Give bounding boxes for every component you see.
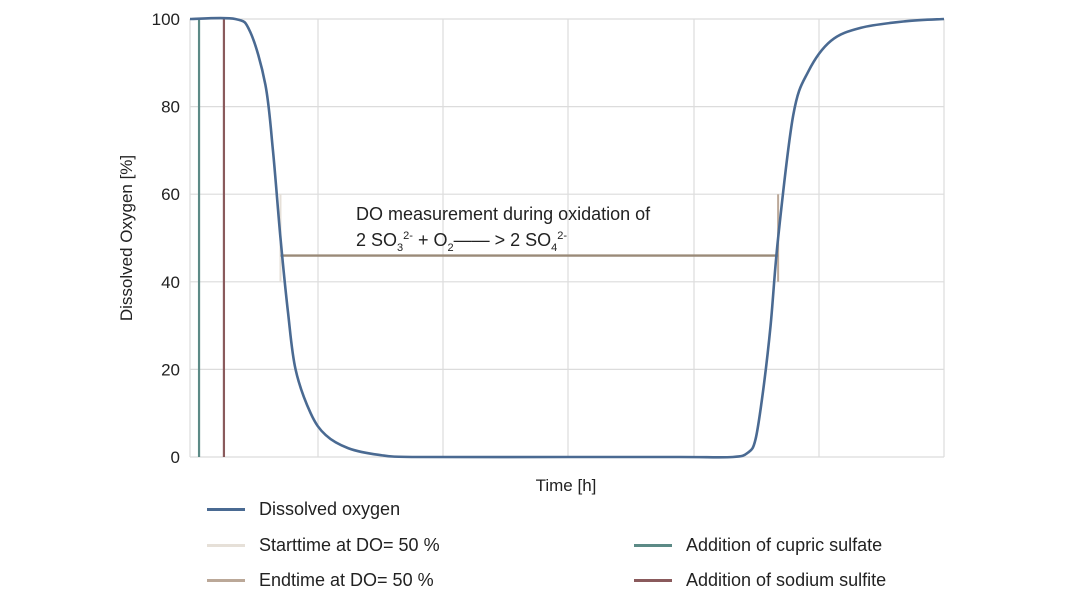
- legend-item-dissolved-oxygen: Dissolved oxygen: [207, 499, 400, 520]
- legend-swatch: [207, 544, 245, 547]
- legend-label: Addition of sodium sulfite: [686, 570, 887, 590]
- y-tick-label: 20: [161, 360, 180, 379]
- legend-label: Endtime at DO= 50 %: [259, 570, 434, 590]
- legend-item-endtime: Endtime at DO= 50 %: [207, 570, 434, 591]
- grid-lines: [189, 18, 945, 458]
- legend-label: Starttime at DO= 50 %: [259, 535, 440, 555]
- x-axis-title: Time [h]: [536, 476, 597, 495]
- y-tick-label: 100: [152, 10, 180, 29]
- y-tick-label: 40: [161, 273, 180, 292]
- legend-swatch: [634, 544, 672, 547]
- series-lines: [189, 16, 945, 459]
- y-axis-title: Dissolved Oxygen [%]: [117, 155, 136, 321]
- legend-swatch: [207, 579, 245, 582]
- y-tick-labels: 0 20 40 60 80 100: [152, 10, 180, 467]
- y-tick-label: 0: [171, 448, 180, 467]
- annotation-equation: 2 SO32- + O2—— > 2 SO42-: [356, 230, 567, 254]
- legend-item-cupric-sulfate: Addition of cupric sulfate: [634, 535, 882, 556]
- series-line: [189, 16, 945, 459]
- y-tick-label: 60: [161, 185, 180, 204]
- legend-label: Dissolved oxygen: [259, 499, 401, 519]
- legend-swatch: [207, 508, 245, 511]
- legend-item-starttime: Starttime at DO= 50 %: [207, 535, 440, 556]
- annotation-line1: DO measurement during oxidation of: [356, 204, 651, 224]
- legend-swatch: [634, 579, 672, 582]
- y-tick-label: 80: [161, 98, 180, 117]
- legend-item-sodium-sulfite: Addition of sodium sulfite: [634, 570, 886, 591]
- legend-label: Addition of cupric sulfate: [686, 535, 883, 555]
